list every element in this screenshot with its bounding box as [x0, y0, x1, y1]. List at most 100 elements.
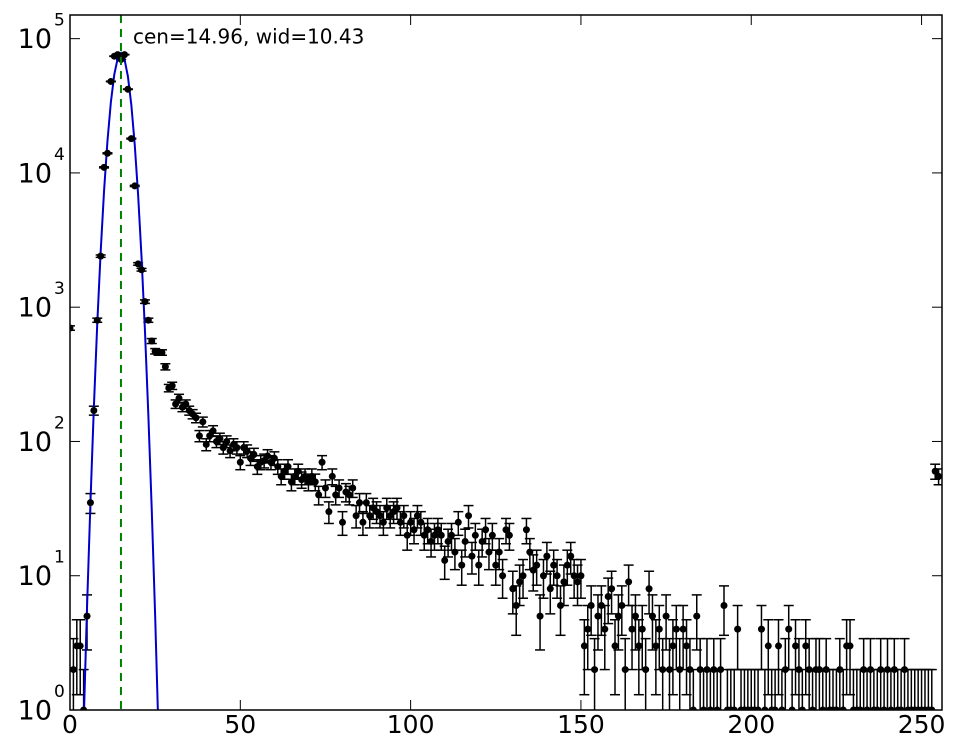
data-point — [315, 491, 323, 499]
data-point — [192, 414, 200, 422]
data-point — [563, 561, 571, 569]
data-point — [543, 552, 551, 560]
y-tick-exponent: 5 — [54, 11, 65, 31]
data-point — [76, 642, 84, 650]
data-point — [471, 531, 479, 539]
data-point — [679, 625, 687, 633]
data-point — [107, 77, 115, 85]
data-point — [594, 612, 602, 620]
data-point — [250, 450, 258, 458]
data-point — [928, 706, 936, 710]
data-point — [659, 666, 667, 674]
data-point — [202, 440, 210, 448]
data-point — [802, 642, 810, 650]
data-point — [648, 612, 656, 620]
data-point — [863, 706, 871, 710]
data-point — [434, 526, 442, 534]
data-point — [642, 666, 650, 674]
data-point — [529, 566, 537, 574]
data-point — [492, 561, 500, 569]
data-point — [734, 625, 742, 633]
data-point — [557, 602, 564, 610]
data-point — [764, 642, 772, 650]
data-point — [689, 706, 697, 710]
data-point — [897, 706, 905, 710]
data-point — [485, 548, 493, 556]
data-point — [621, 666, 629, 674]
data-point — [468, 552, 476, 560]
data-point — [785, 625, 793, 633]
data-point — [148, 337, 156, 345]
data-point — [570, 572, 578, 580]
data-point — [223, 437, 231, 445]
data-point — [522, 526, 530, 534]
data-point — [676, 666, 684, 674]
data-point — [417, 518, 425, 526]
plot-area — [70, 15, 942, 710]
data-point — [328, 472, 336, 480]
data-point — [427, 537, 435, 545]
data-point — [97, 252, 105, 260]
data-point — [451, 548, 459, 556]
data-point — [666, 666, 673, 674]
data-point — [308, 472, 316, 480]
data-point — [652, 642, 660, 650]
data-point — [362, 499, 370, 507]
data-point — [584, 625, 592, 633]
y-tick-exponent: 4 — [54, 145, 65, 165]
data-point — [836, 666, 844, 674]
data-point — [291, 472, 299, 480]
axes: cen=14.96, wid=10.430 50 100 150 200 25010010… — [18, 11, 946, 739]
data-point — [505, 531, 513, 539]
data-point — [161, 363, 169, 371]
y-tick-label: 10 — [18, 561, 52, 592]
data-point — [195, 432, 203, 440]
data-point — [771, 706, 779, 710]
data-point — [430, 531, 438, 539]
data-point — [873, 706, 881, 710]
data-point — [216, 435, 224, 443]
data-point — [832, 706, 840, 710]
data-point — [287, 478, 295, 486]
data-point — [345, 491, 353, 499]
x-tick-label: 150 — [557, 710, 605, 739]
axes-frame — [69, 14, 943, 711]
data-point — [236, 458, 244, 466]
data-point — [539, 572, 547, 580]
data-point — [403, 531, 411, 539]
data-point — [887, 706, 895, 710]
data-point — [631, 612, 639, 620]
data-point — [710, 666, 718, 674]
data-point — [352, 512, 360, 520]
data-point — [608, 585, 616, 593]
data-point — [495, 548, 503, 556]
data-point — [141, 298, 149, 306]
data-point — [655, 625, 663, 633]
data-point — [696, 666, 704, 674]
data-point — [396, 518, 404, 526]
data-point — [877, 666, 885, 674]
data-point — [781, 666, 789, 674]
data-point — [713, 706, 721, 710]
data-point — [502, 526, 510, 534]
data-point — [809, 706, 817, 710]
data-point — [158, 348, 166, 356]
data-point — [332, 491, 340, 499]
x-tick-label: 100 — [387, 710, 435, 739]
data-point — [625, 578, 633, 586]
data-point — [499, 572, 507, 580]
x-tick-label: 0 — [62, 710, 78, 739]
fit-line — [83, 51, 159, 710]
data-point — [482, 526, 490, 534]
data-point — [219, 444, 227, 452]
data-point — [325, 508, 333, 516]
x-tick-label: 200 — [727, 710, 775, 739]
data-point — [754, 706, 762, 710]
data-point — [935, 472, 942, 480]
data-point — [788, 706, 796, 710]
data-point — [226, 447, 234, 455]
data-point — [798, 706, 806, 710]
data-point — [199, 418, 207, 426]
data-point — [175, 394, 183, 402]
